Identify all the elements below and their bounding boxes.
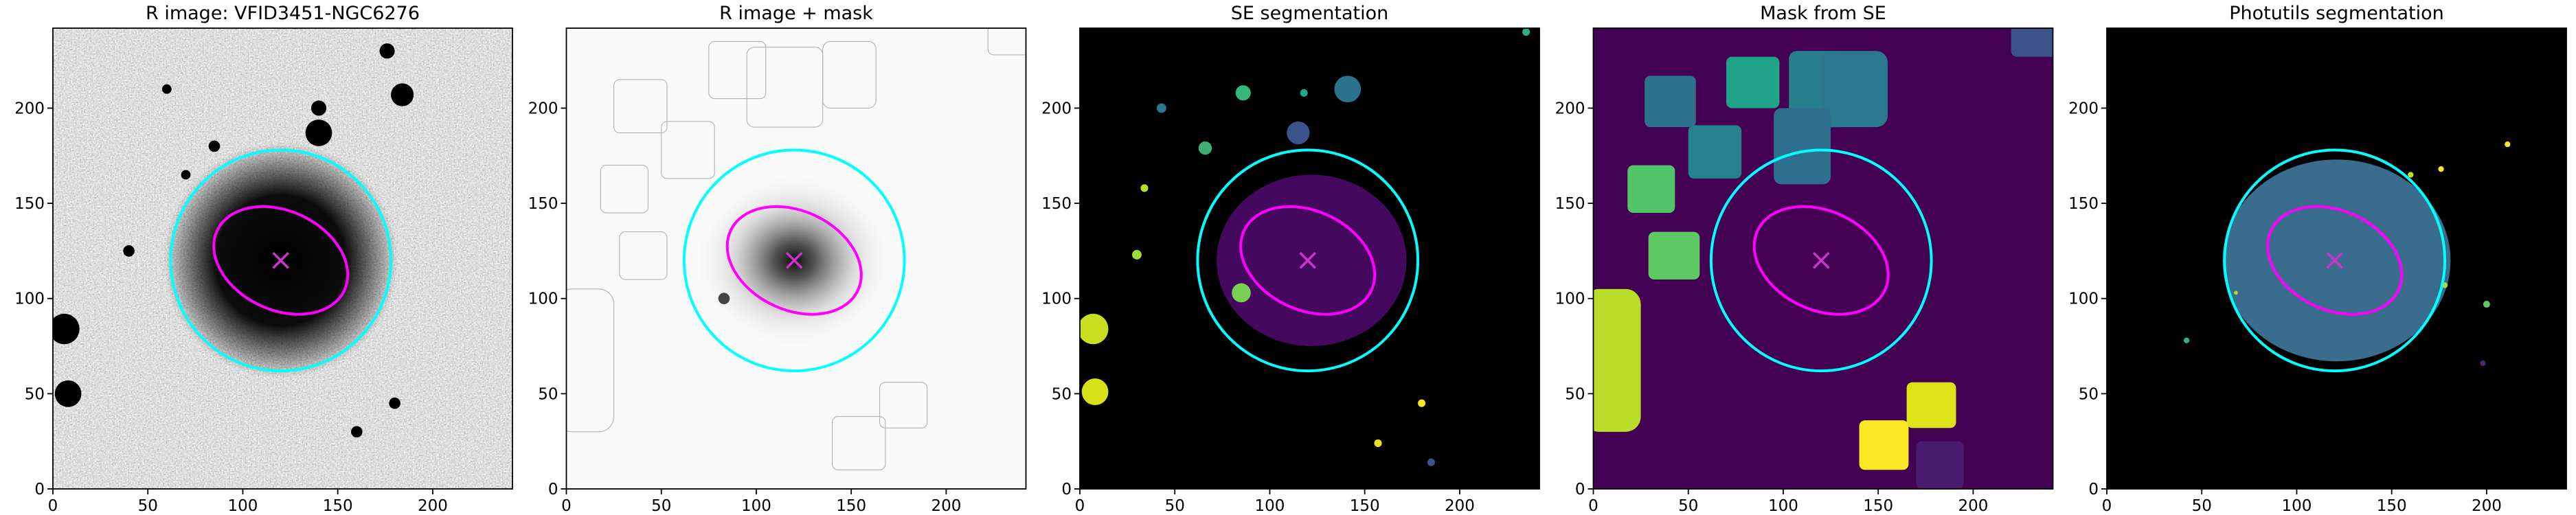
y-tick-label: 200 [1555,100,1585,117]
y-tick-label: 150 [2068,195,2099,213]
axes-frame [52,27,513,490]
y-tick-label: 0 [1061,481,1072,499]
x-tick-label: 0 [2102,497,2112,515]
y-tick-label: 50 [2079,385,2099,403]
x-tick-label: 50 [1678,497,1698,515]
x-tick-label: 150 [836,497,866,515]
panel-image [1593,28,2053,489]
y-tick-label: 150 [14,195,45,213]
x-tick-label: 150 [1350,497,1380,515]
x-tick-label: 50 [651,497,671,515]
axes-frame [1592,27,2054,490]
y-tick-label: 200 [528,100,558,117]
y-tick-label: 100 [1041,290,1072,308]
x-tick-label: 100 [227,497,258,515]
center-marker [273,253,289,268]
y-tick-label: 50 [1052,385,1072,403]
y-tick-label: 0 [548,481,558,499]
panel-title: R image + mask [719,3,873,24]
y-tick-label: 200 [1041,100,1072,117]
aperture-circle [1197,150,1418,371]
x-tick-label: 200 [418,497,448,515]
y-tick-label: 0 [34,481,45,499]
panel-image [1080,28,1539,489]
y-tick-label: 100 [1555,290,1585,308]
aperture-circle [2224,150,2445,371]
y-tick-label: 50 [25,385,45,403]
y-tick-label: 100 [528,290,558,308]
fit-ellipse [1223,186,1392,335]
panel-title: R image: VFID3451-NGC6276 [146,3,420,24]
x-tick-label: 50 [138,497,158,515]
fit-ellipse [1737,186,1906,335]
y-tick-label: 0 [1575,481,1585,499]
x-tick-label: 200 [931,497,961,515]
y-tick-label: 200 [14,100,45,117]
y-tick-label: 150 [1041,195,1072,213]
x-tick-label: 0 [48,497,58,515]
x-tick-label: 0 [1075,497,1085,515]
x-tick-label: 200 [1958,497,1988,515]
panel-title: Mask from SE [1760,3,1886,24]
y-tick-label: 100 [2068,290,2099,308]
y-tick-label: 150 [1555,195,1585,213]
axes-frame [1079,27,1540,490]
y-tick-label: 50 [1565,385,1585,403]
center-marker [1300,253,1315,268]
x-tick-label: 150 [323,497,353,515]
axes-frame [2106,27,2567,490]
center-marker [787,253,802,268]
x-tick-label: 100 [2281,497,2312,515]
fit-ellipse [710,186,879,335]
panel-title: Photutils segmentation [2229,3,2444,24]
center-marker [1814,253,1829,268]
panel-image [566,28,1036,489]
y-tick-label: 50 [538,385,558,403]
aperture-circle [170,150,391,371]
x-tick-label: 150 [1863,497,1893,515]
y-tick-label: 0 [2088,481,2099,499]
x-tick-label: 200 [2472,497,2502,515]
fit-ellipse [196,186,365,335]
y-tick-label: 150 [528,195,558,213]
x-tick-label: 150 [2377,497,2407,515]
x-tick-label: 100 [1254,497,1285,515]
center-marker [2327,253,2342,268]
aperture-circle [1711,150,1932,371]
x-tick-label: 0 [1588,497,1598,515]
panel-image [53,28,513,489]
x-tick-label: 50 [1165,497,1185,515]
axes-frame [565,27,1027,490]
y-tick-label: 100 [14,290,45,308]
fit-ellipse [2250,186,2419,335]
x-tick-label: 0 [561,497,572,515]
panel-title: SE segmentation [1231,3,1388,24]
x-tick-label: 50 [2192,497,2212,515]
x-tick-label: 100 [1768,497,1798,515]
panel-image [2107,28,2566,489]
aperture-circle [684,150,905,371]
x-tick-label: 200 [1445,497,1475,515]
y-tick-label: 200 [2068,100,2099,117]
x-tick-label: 100 [741,497,771,515]
